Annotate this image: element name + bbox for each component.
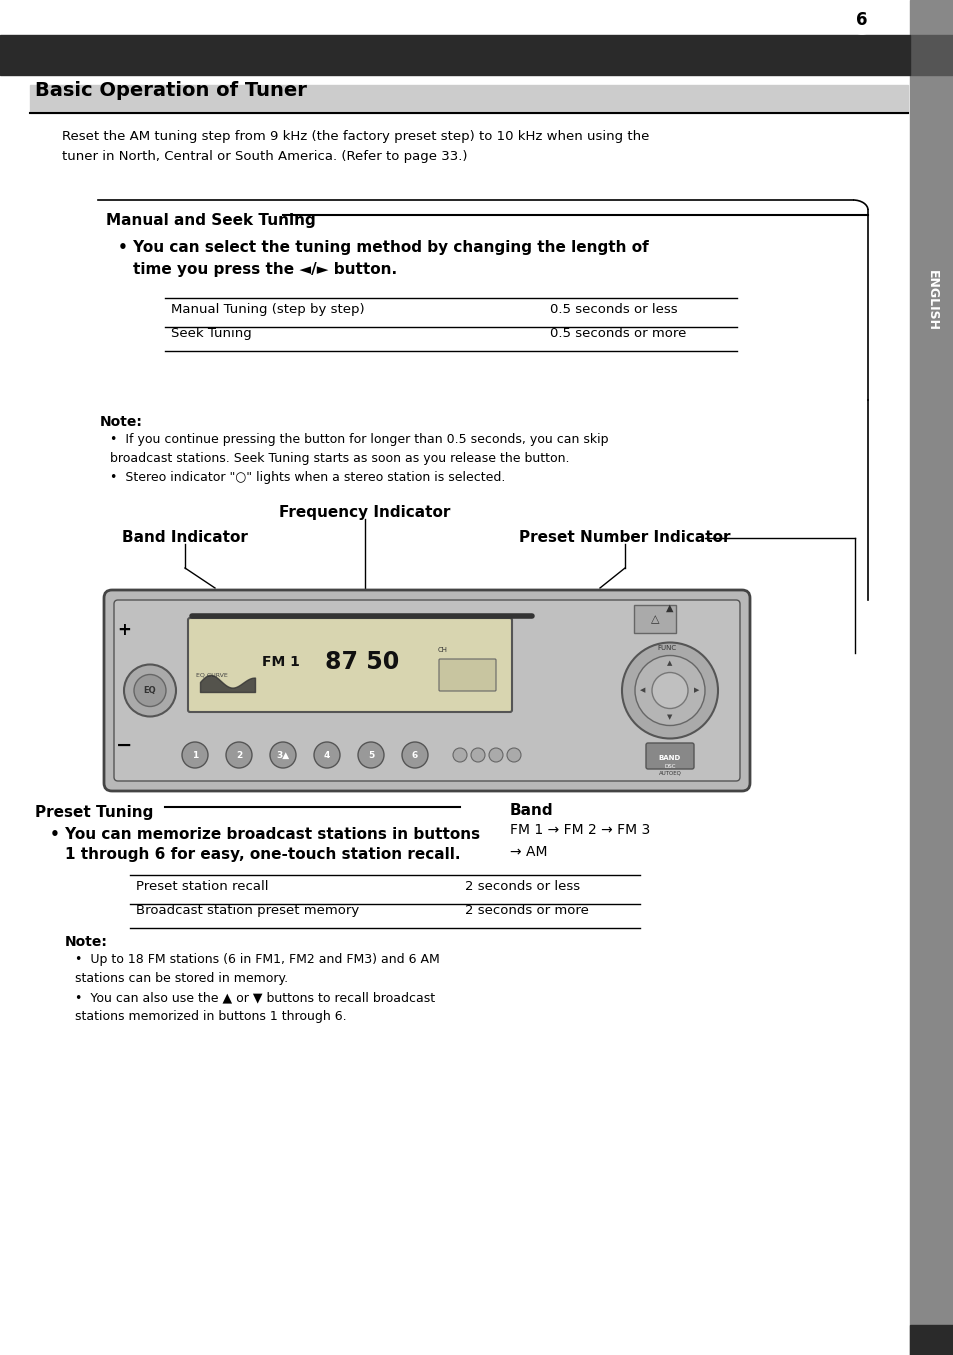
Text: Broadcast station preset memory: Broadcast station preset memory (136, 904, 359, 917)
Text: ▼: ▼ (666, 714, 672, 721)
Text: AUTOEQ: AUTOEQ (658, 771, 680, 775)
Circle shape (124, 664, 175, 717)
Text: 1: 1 (192, 751, 198, 760)
Text: ◀: ◀ (639, 687, 645, 694)
Bar (30, 85, 907, 112)
Circle shape (651, 672, 687, 709)
Circle shape (270, 743, 295, 768)
Text: EQ CURVE: EQ CURVE (195, 672, 228, 678)
Text: Frequency Indicator: Frequency Indicator (279, 505, 450, 520)
Text: Basic Operation of Tuner: Basic Operation of Tuner (35, 81, 307, 100)
Text: 2 seconds or more: 2 seconds or more (464, 904, 588, 917)
Text: Seek Tuning: Seek Tuning (171, 327, 252, 340)
Text: 4: 4 (323, 751, 330, 760)
Circle shape (182, 743, 208, 768)
Circle shape (506, 748, 520, 762)
Text: 2: 2 (235, 751, 242, 760)
Bar (909, 0, 953, 1355)
Circle shape (453, 748, 467, 762)
Text: •  Stereo indicator "○" lights when a stereo station is selected.: • Stereo indicator "○" lights when a ste… (110, 472, 505, 484)
Bar (0, 35, 909, 75)
Circle shape (226, 743, 252, 768)
Circle shape (314, 743, 339, 768)
Circle shape (357, 743, 384, 768)
Text: Band Indicator: Band Indicator (122, 530, 248, 545)
Text: • You can memorize broadcast stations in buttons: • You can memorize broadcast stations in… (50, 827, 479, 841)
Circle shape (133, 675, 166, 706)
Text: Note:: Note: (100, 415, 143, 430)
Text: △: △ (650, 614, 659, 625)
Text: ▶: ▶ (694, 687, 699, 694)
FancyBboxPatch shape (188, 618, 512, 711)
Text: 5: 5 (368, 751, 374, 760)
Text: time you press the ◄/► button.: time you press the ◄/► button. (132, 262, 396, 276)
Text: 0.5 seconds or less: 0.5 seconds or less (550, 304, 677, 316)
Text: Preset station recall: Preset station recall (136, 879, 268, 893)
Text: 1 through 6 for easy, one-touch station recall.: 1 through 6 for easy, one-touch station … (65, 847, 460, 862)
Text: 3▲: 3▲ (276, 751, 290, 760)
Text: BAND: BAND (659, 755, 680, 762)
Circle shape (621, 642, 718, 738)
Text: ▲: ▲ (665, 603, 673, 612)
Text: 6: 6 (412, 751, 417, 760)
Text: −: − (115, 736, 132, 755)
Text: Note:: Note: (65, 935, 108, 948)
Text: Preset Tuning: Preset Tuning (35, 805, 153, 820)
Text: •  If you continue pressing the button for longer than 0.5 seconds, you can skip: • If you continue pressing the button fo… (110, 434, 608, 465)
Circle shape (471, 748, 484, 762)
Text: EQ: EQ (144, 686, 156, 695)
FancyBboxPatch shape (113, 600, 740, 780)
Text: FM 1 → FM 2 → FM 3
→ AM: FM 1 → FM 2 → FM 3 → AM (510, 822, 650, 859)
Text: 0.5 seconds or more: 0.5 seconds or more (550, 327, 685, 340)
Bar (909, 1325, 953, 1355)
FancyBboxPatch shape (104, 589, 749, 791)
Text: CH: CH (437, 646, 448, 653)
Text: Manual and Seek Tuning: Manual and Seek Tuning (106, 213, 315, 228)
Bar (634, 604, 676, 633)
Text: ▲: ▲ (666, 660, 672, 667)
Circle shape (401, 743, 428, 768)
Text: 2 seconds or less: 2 seconds or less (464, 879, 579, 893)
Text: FUNC: FUNC (657, 645, 676, 650)
Text: • You can select the tuning method by changing the length of: • You can select the tuning method by ch… (118, 240, 648, 255)
FancyBboxPatch shape (438, 659, 496, 691)
Text: Manual Tuning (step by step): Manual Tuning (step by step) (171, 304, 364, 316)
Text: Preset Number Indicator: Preset Number Indicator (518, 530, 730, 545)
Bar (909, 35, 953, 75)
Text: •  Up to 18 FM stations (6 in FM1, FM2 and FM3) and 6 AM
stations can be stored : • Up to 18 FM stations (6 in FM1, FM2 an… (75, 953, 439, 985)
Text: Reset the AM tuning step from 9 kHz (the factory preset step) to 10 kHz when usi: Reset the AM tuning step from 9 kHz (the… (62, 130, 649, 163)
Text: ENGLISH: ENGLISH (924, 270, 938, 331)
FancyBboxPatch shape (645, 743, 693, 770)
Text: 87 50: 87 50 (325, 650, 399, 673)
Text: FM 1: FM 1 (262, 654, 299, 669)
Circle shape (847, 5, 875, 34)
Circle shape (635, 656, 704, 725)
Text: +: + (117, 621, 131, 640)
Text: 6: 6 (856, 11, 867, 28)
Circle shape (489, 748, 502, 762)
Text: Band: Band (510, 804, 553, 818)
Text: •  You can also use the ▲ or ▼ buttons to recall broadcast
stations memorized in: • You can also use the ▲ or ▼ buttons to… (75, 991, 435, 1023)
Text: DSC: DSC (663, 764, 675, 770)
